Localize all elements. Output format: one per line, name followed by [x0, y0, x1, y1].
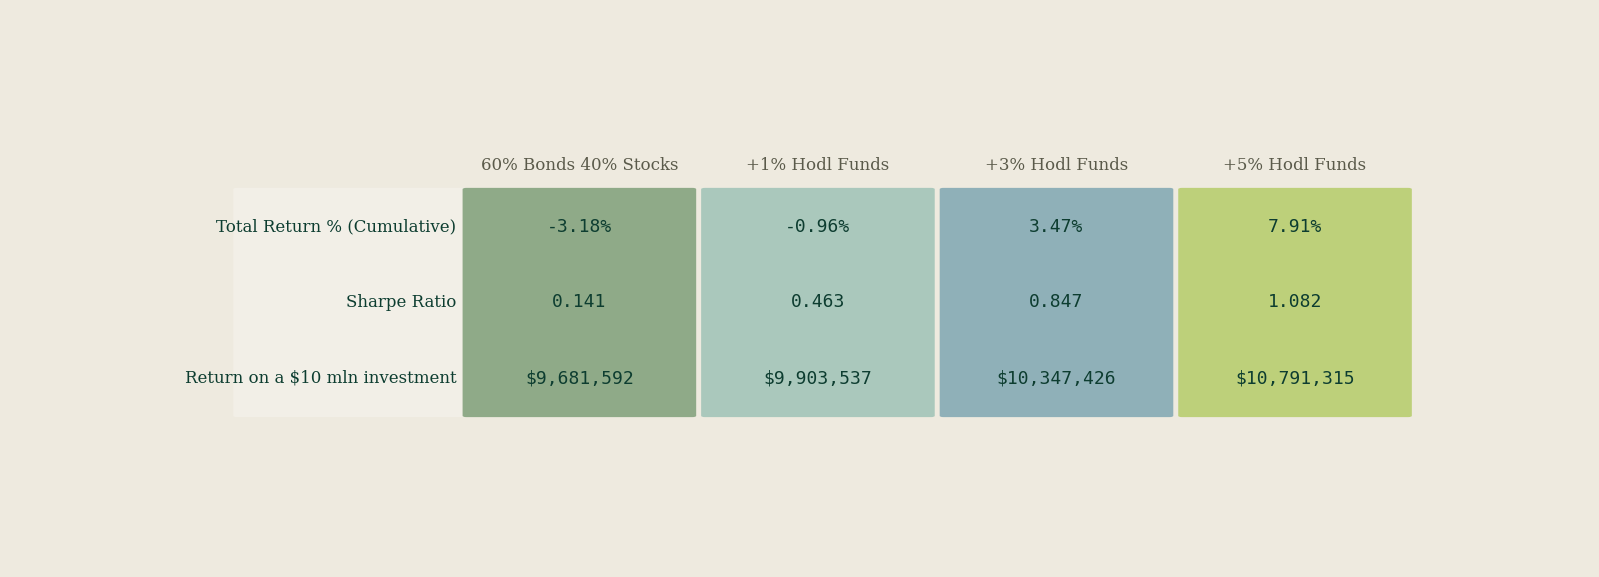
- Text: $10,347,426: $10,347,426: [996, 369, 1116, 387]
- Text: Sharpe Ratio: Sharpe Ratio: [345, 294, 456, 311]
- Text: $9,681,592: $9,681,592: [524, 369, 633, 387]
- Text: -3.18%: -3.18%: [547, 218, 612, 236]
- Text: Return on a $10 mln investment: Return on a $10 mln investment: [185, 369, 456, 387]
- Text: 1.082: 1.082: [1268, 294, 1322, 312]
- Text: 0.847: 0.847: [1030, 294, 1084, 312]
- Text: 3.47%: 3.47%: [1030, 218, 1084, 236]
- FancyBboxPatch shape: [940, 188, 1174, 417]
- Text: Total Return % (Cumulative): Total Return % (Cumulative): [216, 219, 456, 235]
- FancyBboxPatch shape: [233, 188, 470, 417]
- Text: $10,791,315: $10,791,315: [1236, 369, 1354, 387]
- Text: $9,903,537: $9,903,537: [764, 369, 873, 387]
- FancyBboxPatch shape: [462, 188, 696, 417]
- Text: +3% Hodl Funds: +3% Hodl Funds: [985, 156, 1129, 174]
- Text: -0.96%: -0.96%: [785, 218, 851, 236]
- Text: +1% Hodl Funds: +1% Hodl Funds: [747, 156, 889, 174]
- Text: 0.463: 0.463: [792, 294, 846, 312]
- Text: 60% Bonds 40% Stocks: 60% Bonds 40% Stocks: [481, 156, 678, 174]
- Text: 7.91%: 7.91%: [1268, 218, 1322, 236]
- Text: 0.141: 0.141: [552, 294, 606, 312]
- Text: +5% Hodl Funds: +5% Hodl Funds: [1223, 156, 1367, 174]
- FancyBboxPatch shape: [1178, 188, 1412, 417]
- FancyBboxPatch shape: [700, 188, 935, 417]
